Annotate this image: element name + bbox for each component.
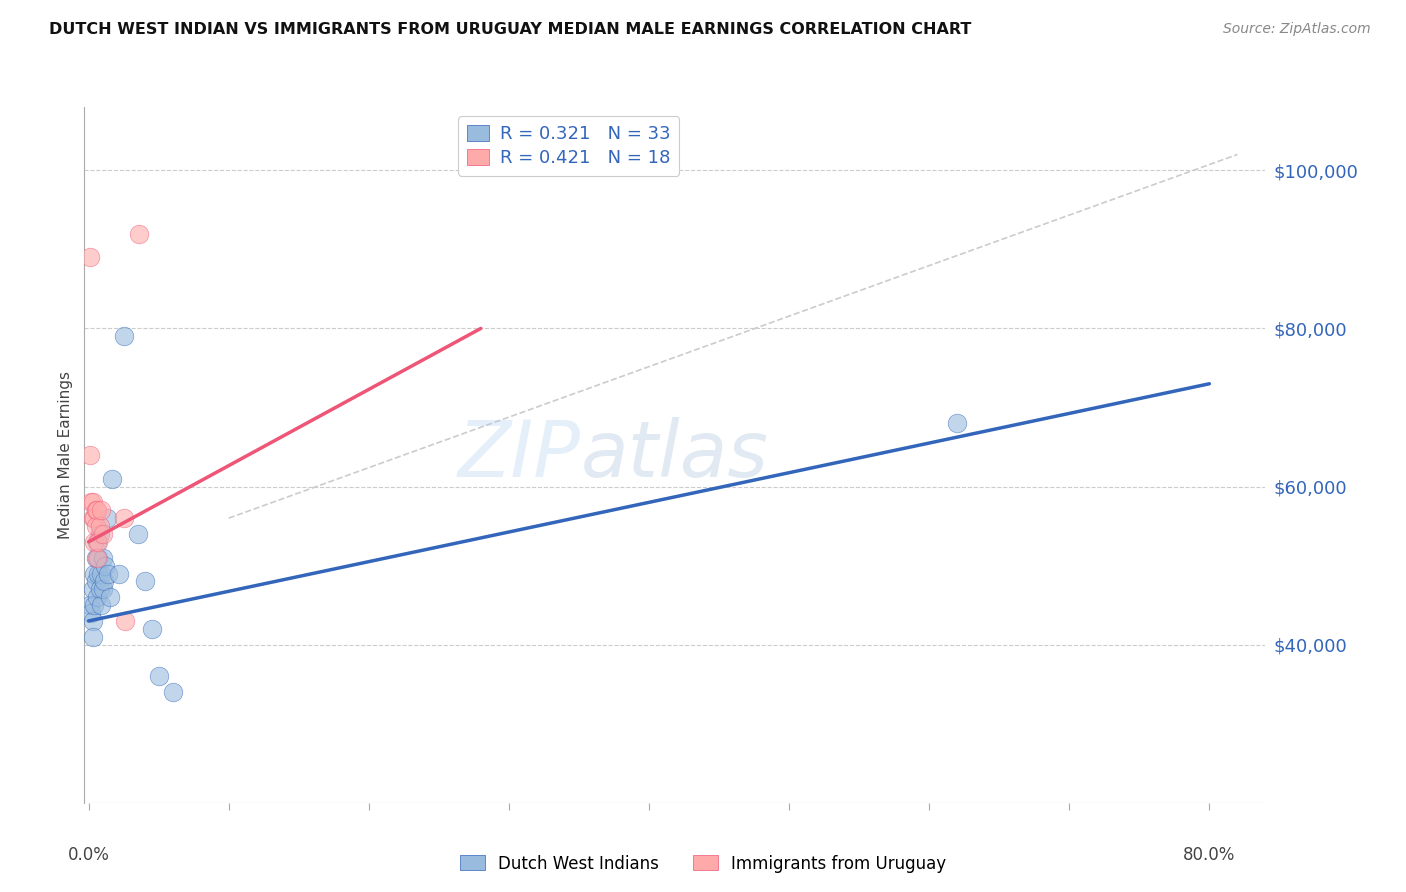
Text: Source: ZipAtlas.com: Source: ZipAtlas.com [1223,22,1371,37]
Point [946,417,969,431]
Point [114,614,136,628]
Point [148,669,170,683]
Point [162,685,184,699]
Point [90,566,112,581]
Point [84,519,107,533]
Point [83,598,105,612]
Point [128,227,150,241]
Legend: R = 0.321   N = 33, R = 0.421   N = 18: R = 0.321 N = 33, R = 0.421 N = 18 [458,116,679,176]
Point [84,503,107,517]
Point [82,630,104,644]
Point [87,535,110,549]
Point [89,582,111,597]
Text: DUTCH WEST INDIAN VS IMMIGRANTS FROM URUGUAY MEDIAN MALE EARNINGS CORRELATION CH: DUTCH WEST INDIAN VS IMMIGRANTS FROM URU… [49,22,972,37]
Point [83,535,105,549]
Point [82,614,104,628]
Point [79,448,101,462]
Point [127,527,149,541]
Point [96,511,118,525]
Point [83,511,105,525]
Point [134,574,156,589]
Point [91,527,114,541]
Point [108,566,131,581]
Point [91,550,114,565]
Point [90,598,112,612]
Y-axis label: Median Male Earnings: Median Male Earnings [58,371,73,539]
Text: atlas: atlas [581,417,768,493]
Point [80,495,103,509]
Point [80,606,103,620]
Point [82,582,104,597]
Text: 0.0%: 0.0% [67,847,110,864]
Point [87,566,110,581]
Point [83,566,105,581]
Point [87,550,110,565]
Point [91,582,114,597]
Point [89,527,111,541]
Point [89,519,111,533]
Point [101,472,124,486]
Point [79,598,101,612]
Legend: Dutch West Indians, Immigrants from Uruguay: Dutch West Indians, Immigrants from Urug… [453,848,953,880]
Text: 80.0%: 80.0% [1184,847,1236,864]
Point [97,566,120,581]
Point [84,574,107,589]
Point [82,495,104,509]
Point [112,511,135,525]
Point [86,503,108,517]
Point [79,250,101,264]
Point [90,503,112,517]
Point [82,511,104,525]
Point [98,591,121,605]
Text: ZIP: ZIP [457,417,581,493]
Point [84,550,107,565]
Point [86,550,108,565]
Point [112,329,135,343]
Point [86,591,108,605]
Point [141,622,163,636]
Point [86,535,108,549]
Point [94,558,117,573]
Point [93,574,115,589]
